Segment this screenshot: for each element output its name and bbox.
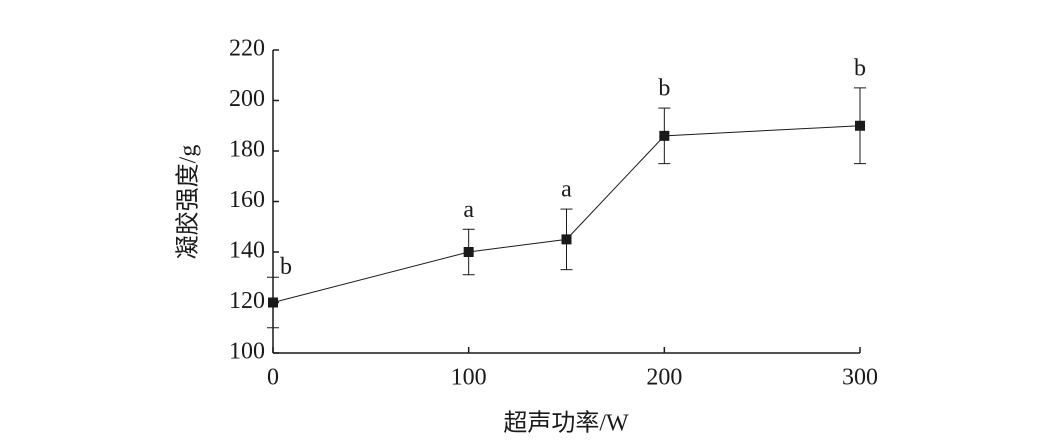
y-tick-label: 160 [229, 187, 265, 213]
marker [659, 130, 670, 141]
x-tick-label: 0 [267, 365, 279, 391]
marker [463, 247, 474, 257]
significance-label: a [561, 177, 572, 203]
marker [561, 234, 572, 245]
significance-label: b [854, 55, 866, 81]
marker [855, 120, 865, 131]
x-tick-label: 100 [451, 365, 487, 391]
marker [268, 297, 278, 308]
x-axis-label: 超声功率/W [503, 410, 629, 437]
y-tick-label: 140 [229, 238, 265, 264]
y-tick-label: 220 [229, 36, 265, 62]
y-tick-label: 200 [229, 86, 265, 112]
y-tick-label: 100 [229, 339, 265, 365]
significance-label: b [658, 76, 670, 102]
y-tick-label: 120 [229, 288, 265, 314]
significance-label: b [280, 254, 292, 280]
significance-label: a [463, 197, 474, 223]
x-tick-label: 200 [646, 365, 682, 391]
x-tick-label: 300 [842, 365, 878, 391]
y-tick-label: 180 [229, 137, 265, 163]
y-axis-label: 凝胶强度/g [175, 145, 202, 260]
